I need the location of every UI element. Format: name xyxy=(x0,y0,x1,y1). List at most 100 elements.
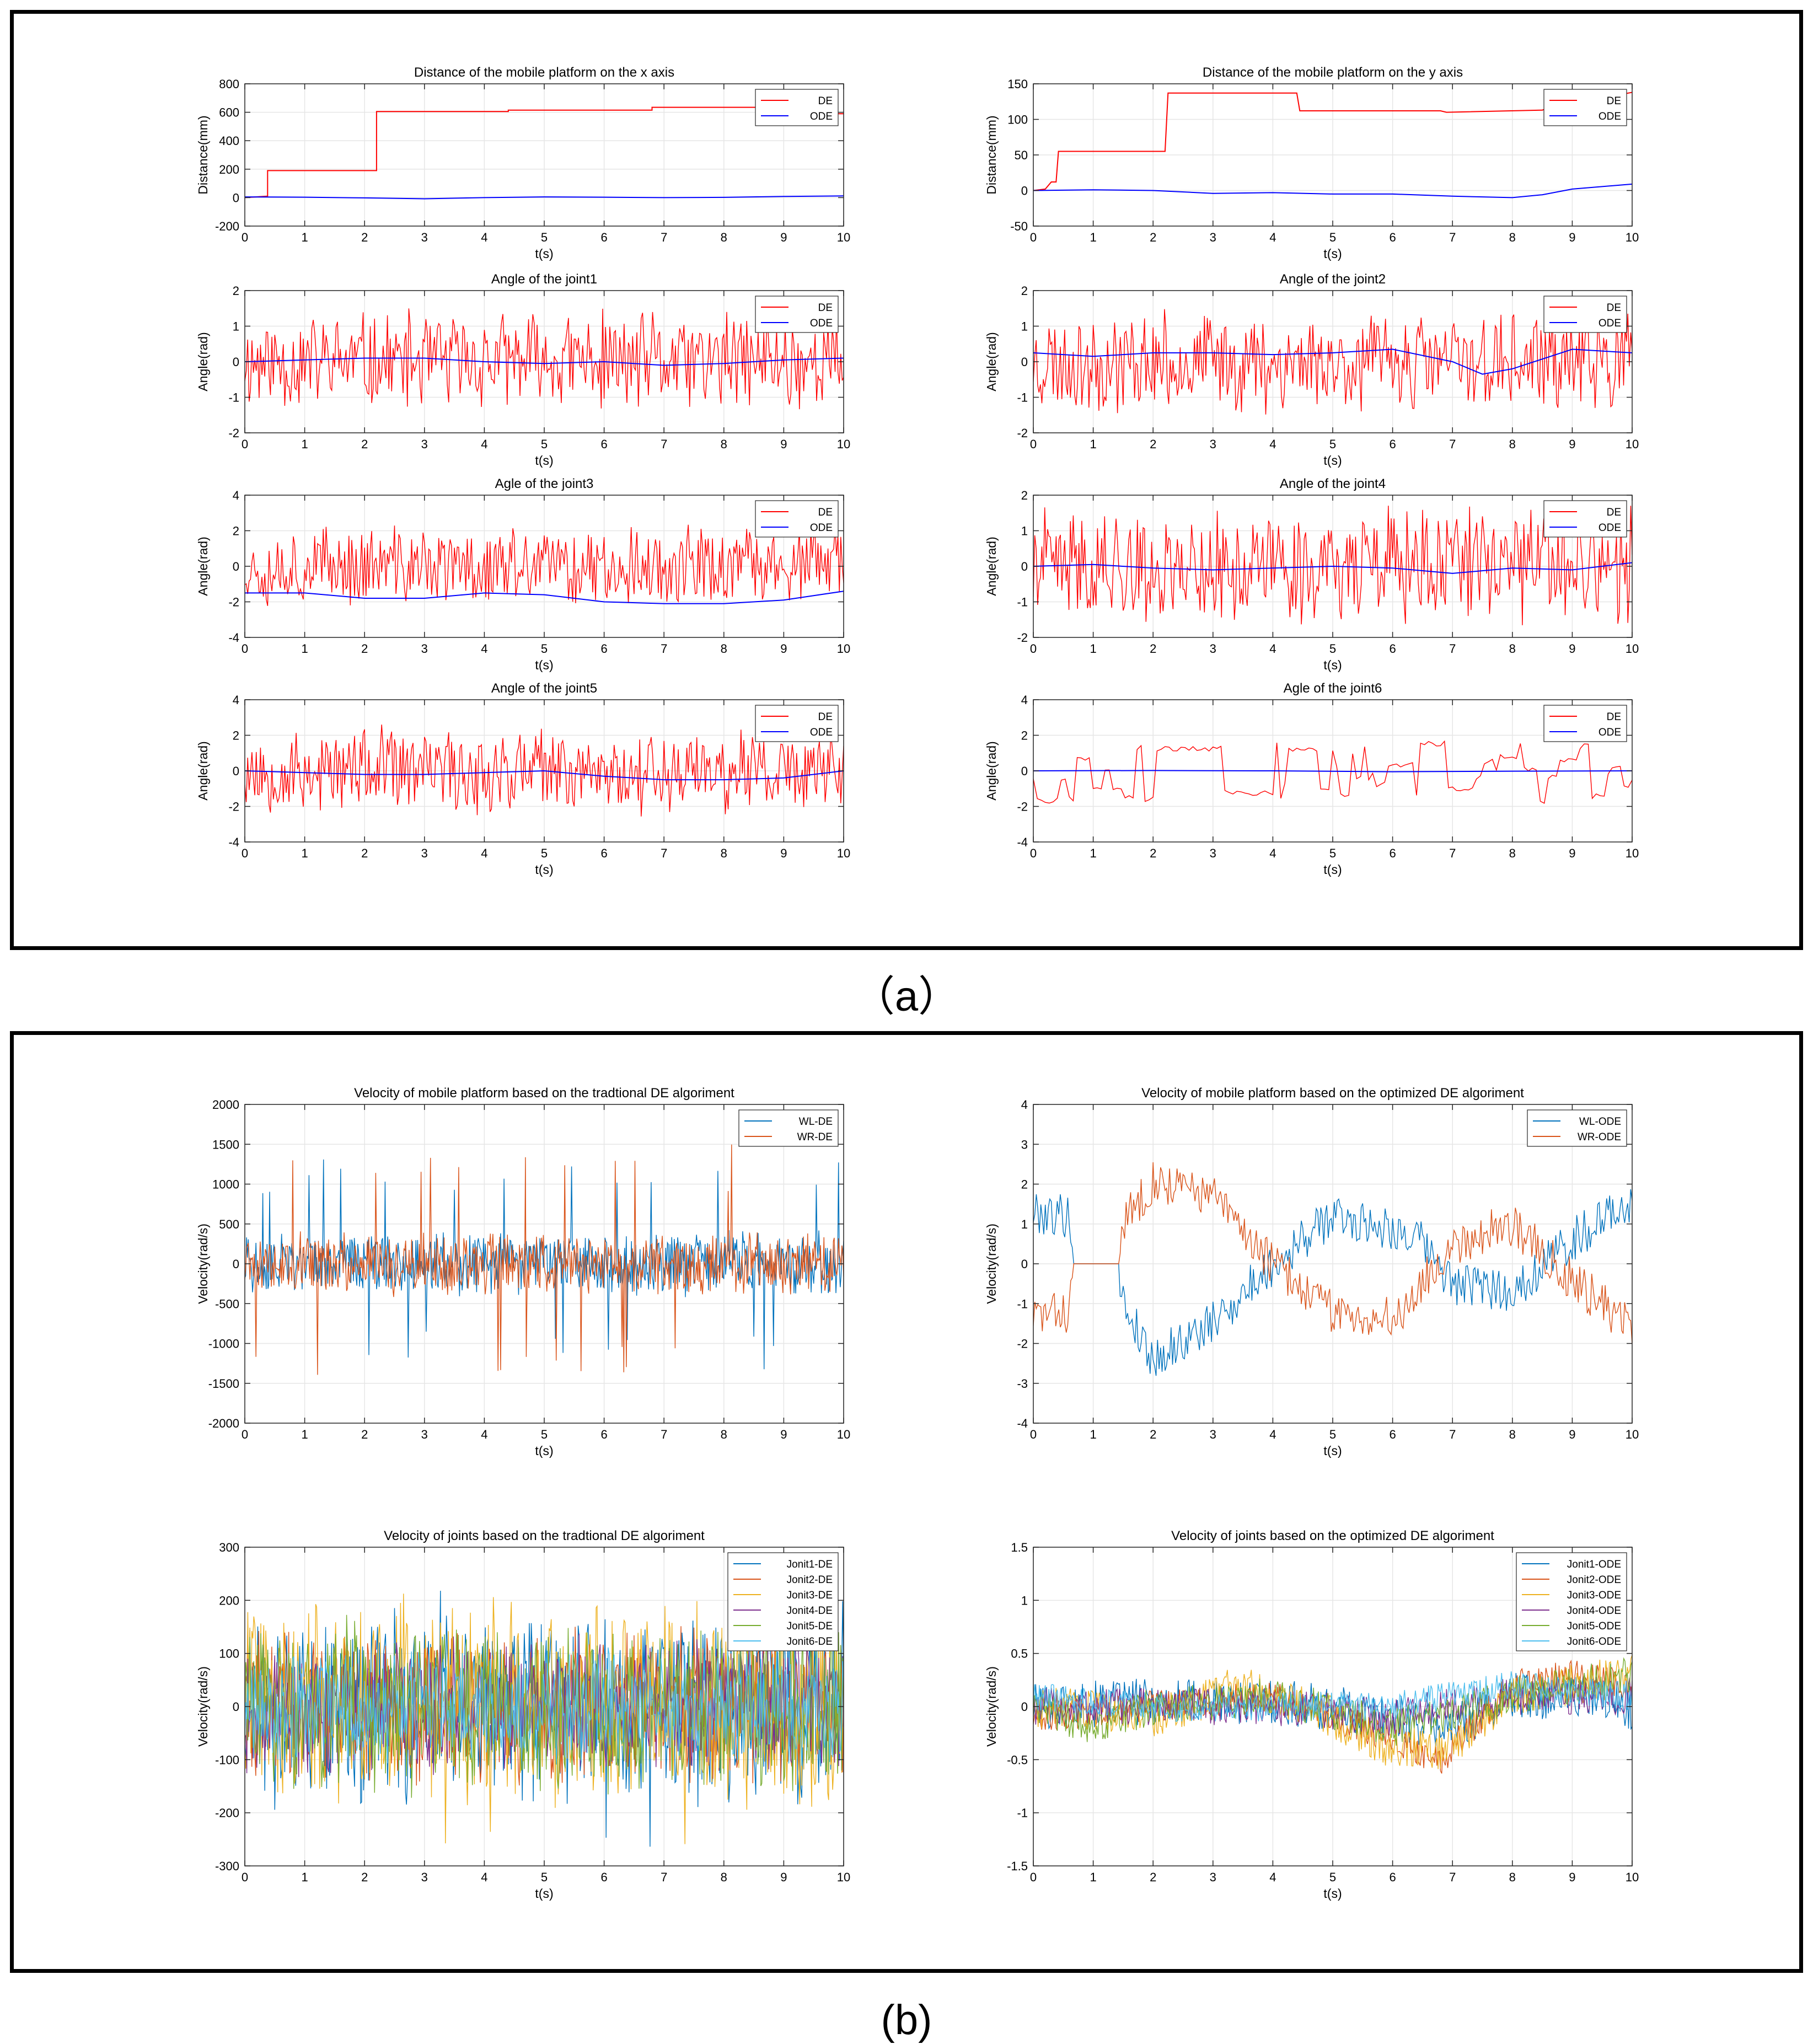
x-tick-label: 7 xyxy=(1449,1428,1456,1441)
x-tick-label: 9 xyxy=(780,642,787,656)
x-tick-label: 6 xyxy=(600,846,607,860)
x-tick-label: 6 xyxy=(600,1428,607,1441)
y-tick-label: -1 xyxy=(1017,1806,1028,1820)
legend-box xyxy=(755,89,839,126)
x-tick-label: 3 xyxy=(1210,1870,1216,1884)
y-tick-label: -1000 xyxy=(208,1337,239,1351)
chart-title: Angle of the joint2 xyxy=(1280,272,1386,287)
x-tick-label: 4 xyxy=(1269,230,1276,244)
y-axis-label: Velocity(rad/s) xyxy=(196,1666,210,1747)
x-tick-label: 4 xyxy=(1269,642,1276,656)
y-axis-label: Angle(rad) xyxy=(984,332,999,391)
x-tick-label: 3 xyxy=(1210,1428,1216,1441)
x-tick-label: 3 xyxy=(421,1870,428,1884)
legend-entry: DE xyxy=(818,95,833,107)
legend-box xyxy=(1543,500,1627,538)
x-tick-label: 7 xyxy=(1449,437,1456,451)
x-tick-label: 1 xyxy=(1090,1870,1096,1884)
x-tick-label: 0 xyxy=(1030,1428,1037,1441)
legend: DE ODE xyxy=(755,296,839,333)
y-axis-label: Angle(rad) xyxy=(196,741,210,800)
series-group xyxy=(1033,92,1632,199)
y-tick-label: 1500 xyxy=(212,1138,239,1151)
y-tick-label: 100 xyxy=(219,1647,239,1661)
legend: DE ODE xyxy=(1543,89,1627,126)
x-tick-label: 9 xyxy=(780,230,787,244)
x-tick-label: 5 xyxy=(541,230,548,244)
y-tick-label: -100 xyxy=(215,1753,239,1767)
legend-entry: DE xyxy=(818,711,833,723)
x-tick-label: 4 xyxy=(1269,846,1276,860)
y-tick-label: 0 xyxy=(1021,184,1028,198)
x-tick-label: 0 xyxy=(1030,642,1037,656)
series-line-WR-ODE xyxy=(1033,1162,1632,1344)
y-tick-label: -2 xyxy=(1017,1337,1028,1351)
x-tick-label: 8 xyxy=(721,230,727,244)
legend-entry: DE xyxy=(1607,95,1621,107)
y-tick-label: 0 xyxy=(1021,355,1028,369)
x-tick-label: 4 xyxy=(1269,437,1276,451)
x-tick-label: 2 xyxy=(1150,230,1156,244)
x-tick-label: 1 xyxy=(301,642,308,656)
legend: WL-DE WR-DE xyxy=(738,1109,839,1147)
series-group xyxy=(1033,740,1632,804)
x-tick-label: 2 xyxy=(361,642,368,656)
x-tick-label: 4 xyxy=(1269,1428,1276,1441)
y-tick-label: -200 xyxy=(215,1806,239,1820)
x-tick-label: 5 xyxy=(541,1870,548,1884)
x-tick-label: 0 xyxy=(1030,1870,1037,1884)
y-tick-label: 0 xyxy=(1021,1257,1028,1271)
y-tick-label: 300 xyxy=(219,1541,239,1554)
chart-8: 0 1 2 3 4 5 6 7 8 9 10 -4 -2 0 2 4 Agle of the joint6 t(s… xyxy=(984,681,1639,877)
x-tick-label: 0 xyxy=(242,846,248,860)
legend-entry: Jonit1-ODE xyxy=(1567,1559,1621,1570)
y-tick-label: 200 xyxy=(219,1594,239,1607)
x-tick-label: 3 xyxy=(1210,642,1216,656)
y-tick-label: 500 xyxy=(219,1217,239,1231)
chart-11: 0 1 2 3 4 5 6 7 8 9 10 -300 -200 -100 0 100 200 300 Veloci… xyxy=(196,1528,850,1901)
x-tick-label: 1 xyxy=(301,230,308,244)
x-tick-label: 2 xyxy=(1150,642,1156,656)
x-tick-label: 4 xyxy=(481,642,487,656)
y-axis-label: Angle(rad) xyxy=(196,537,210,596)
x-tick-label: 7 xyxy=(1449,230,1456,244)
series-line-ODE xyxy=(245,770,844,781)
y-tick-label: 4 xyxy=(233,489,239,502)
x-tick-label: 5 xyxy=(1329,230,1336,244)
y-tick-label: 3 xyxy=(1021,1138,1028,1151)
series-line-WR-DE xyxy=(245,1144,844,1375)
x-tick-label: 0 xyxy=(242,230,248,244)
series-line-DE xyxy=(245,308,844,410)
x-tick-label: 10 xyxy=(837,1870,850,1884)
x-tick-label: 1 xyxy=(1090,642,1096,656)
x-tick-label: 0 xyxy=(242,642,248,656)
x-axis-label: t(s) xyxy=(1323,862,1342,877)
x-tick-label: 8 xyxy=(721,437,727,451)
chart-6: 0 1 2 3 4 5 6 7 8 9 10 -2 -1 0 1 2 Angle of the joint4 t(… xyxy=(984,476,1639,672)
legend-entry: DE xyxy=(1607,302,1621,314)
x-tick-label: 5 xyxy=(541,1428,548,1441)
x-tick-label: 4 xyxy=(481,1870,487,1884)
x-tick-label: 9 xyxy=(1569,1870,1575,1884)
chart-title: Velocity of joints based on the tradtion… xyxy=(384,1528,705,1543)
legend-entry: DE xyxy=(1607,711,1621,723)
x-axis-label: t(s) xyxy=(535,453,553,468)
chart-title: Velocity of mobile platform based on the… xyxy=(354,1086,734,1101)
chart-3: 0 1 2 3 4 5 6 7 8 9 10 -2 -1 0 1 2 Angle of the joint1 t(… xyxy=(196,272,850,468)
legend: DE ODE xyxy=(1543,705,1627,742)
legend-entry: WL-ODE xyxy=(1579,1116,1621,1128)
x-tick-label: 3 xyxy=(421,1428,428,1441)
chart-10: 0 1 2 3 4 5 6 7 8 9 10 -4 -3 -2 -1 0 1 2 3 4 Velocity of mob… xyxy=(984,1086,1639,1458)
x-tick-label: 3 xyxy=(1210,437,1216,451)
legend-entry: Jonit4-DE xyxy=(787,1605,833,1617)
chart-title: Angle of the joint4 xyxy=(1280,476,1386,491)
y-tick-label: 800 xyxy=(219,77,239,91)
x-axis-label: t(s) xyxy=(1323,658,1342,672)
y-tick-label: -2 xyxy=(228,426,239,440)
x-tick-label: 10 xyxy=(1626,1870,1639,1884)
y-tick-label: -2 xyxy=(1017,426,1028,440)
x-tick-label: 5 xyxy=(1329,1428,1336,1441)
chart-title: Agle of the joint6 xyxy=(1284,681,1382,696)
y-tick-label: 200 xyxy=(219,163,239,176)
x-tick-label: 7 xyxy=(661,230,667,244)
